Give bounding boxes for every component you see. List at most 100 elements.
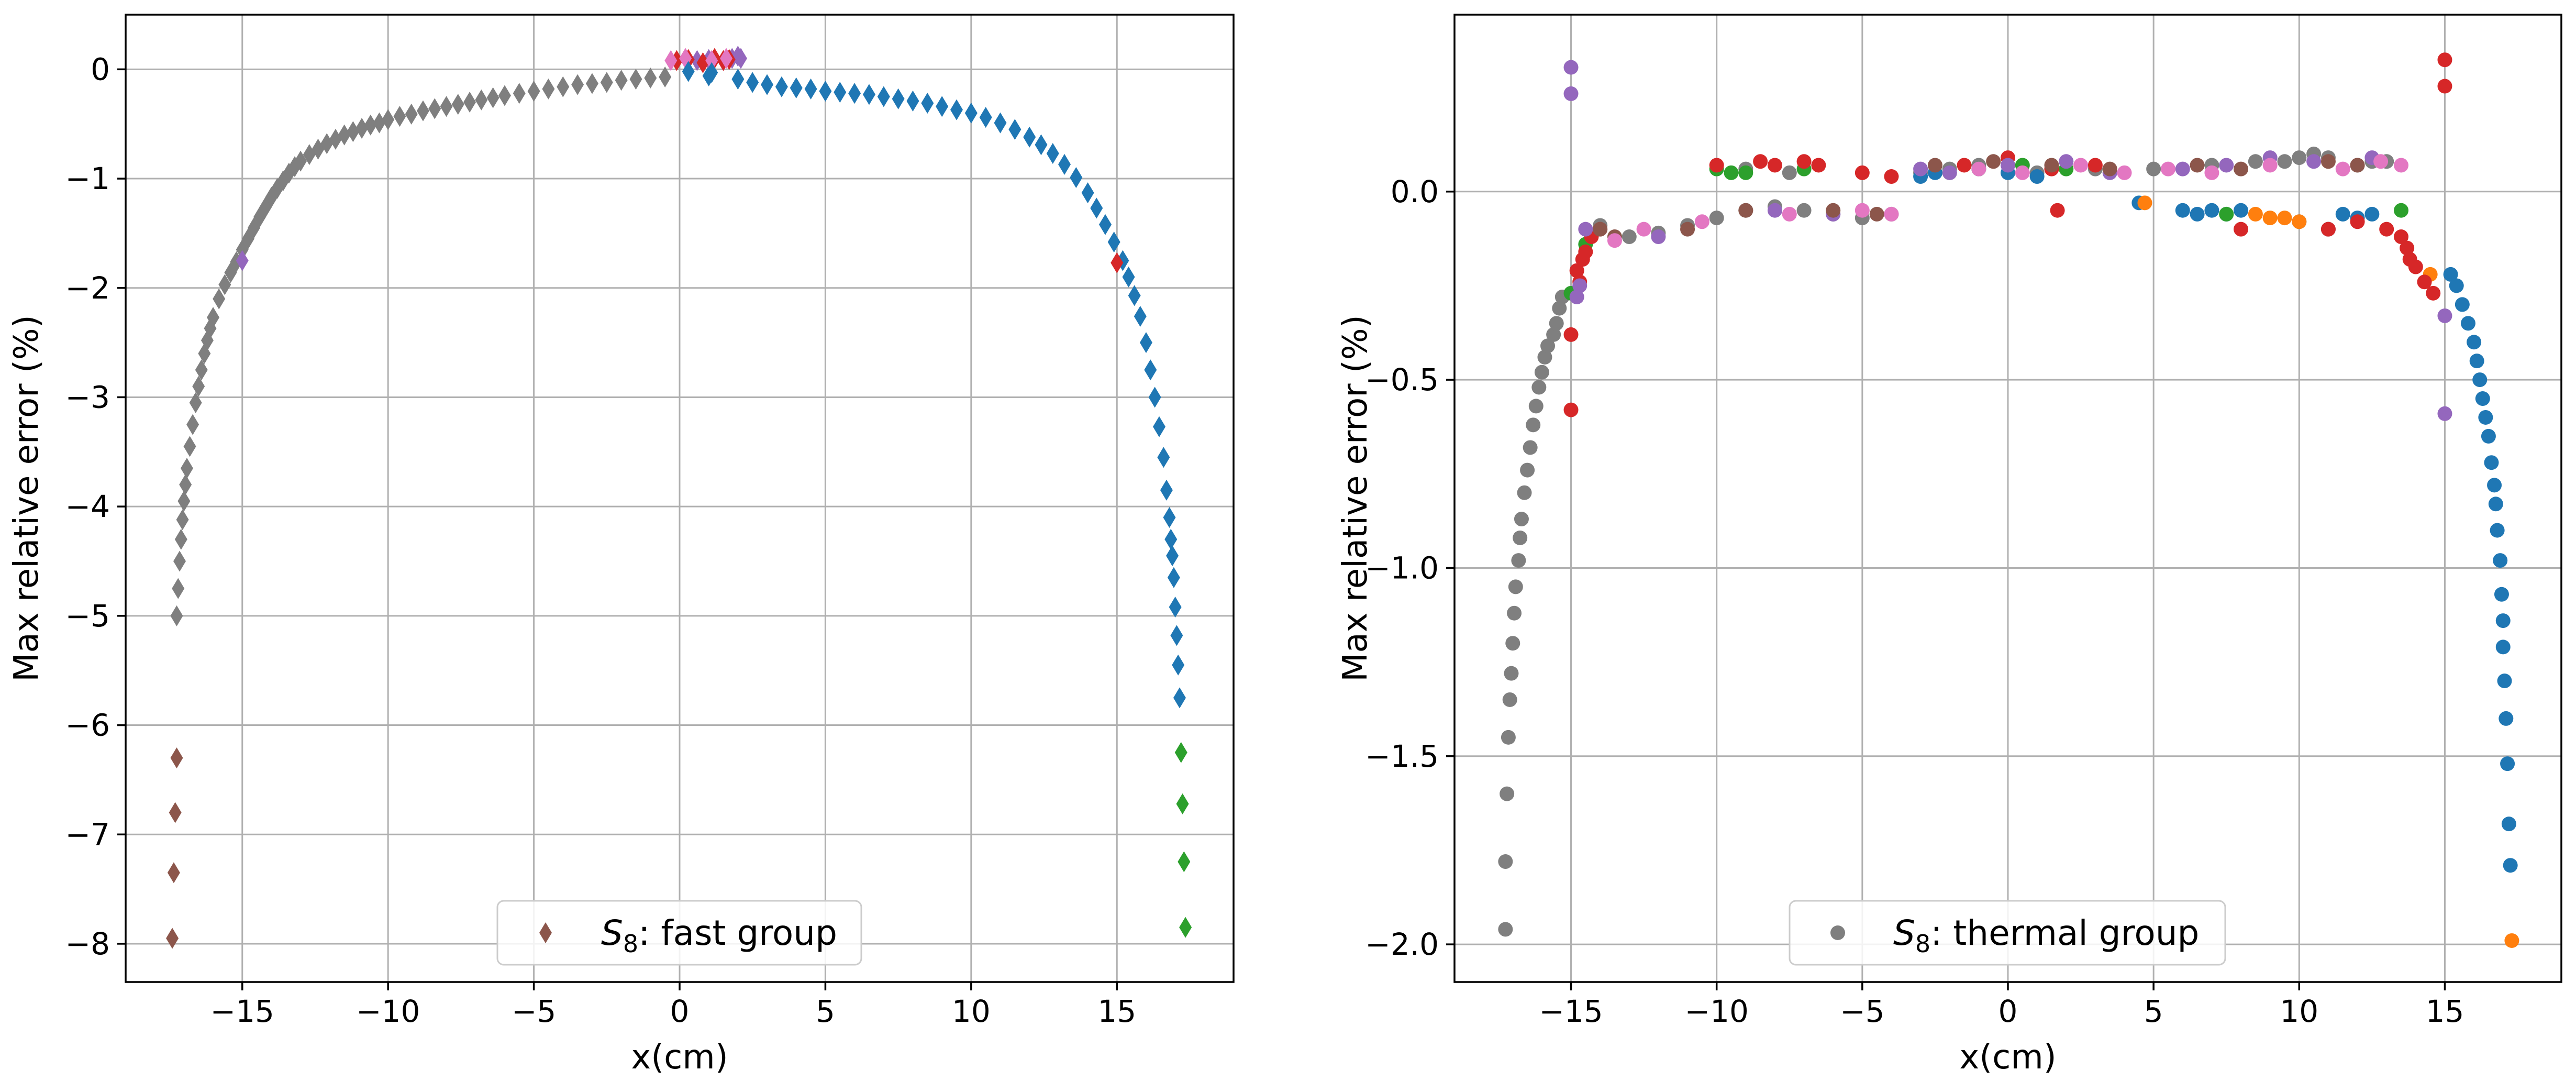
data-point bbox=[936, 96, 949, 117]
y-tick-label: −1.0 bbox=[1365, 550, 1439, 586]
data-point bbox=[1148, 387, 1161, 408]
data-point bbox=[1134, 306, 1147, 327]
data-point bbox=[2481, 428, 2496, 444]
data-point bbox=[167, 862, 180, 884]
data-point bbox=[2472, 372, 2488, 388]
data-point bbox=[1035, 134, 1048, 156]
data-point bbox=[819, 81, 832, 102]
data-point bbox=[2262, 158, 2278, 173]
x-tick-label: 0 bbox=[670, 994, 690, 1029]
data-point bbox=[2493, 553, 2508, 568]
data-point bbox=[877, 86, 890, 107]
data-point bbox=[1098, 214, 1112, 235]
y-tick-label: −4 bbox=[65, 489, 110, 524]
data-point bbox=[1058, 153, 1071, 175]
data-point bbox=[2175, 203, 2190, 218]
data-point bbox=[1578, 244, 1593, 259]
data-point bbox=[1023, 126, 1036, 148]
data-point bbox=[356, 118, 369, 139]
data-point bbox=[2499, 711, 2514, 726]
data-point bbox=[173, 550, 186, 572]
data-point bbox=[1514, 512, 1529, 527]
legend: S8: thermal group bbox=[1789, 900, 2226, 966]
data-point bbox=[2117, 165, 2132, 180]
data-point bbox=[1782, 206, 1797, 222]
data-point bbox=[2487, 478, 2502, 493]
series-blue-near-center bbox=[682, 61, 718, 83]
data-point bbox=[2394, 158, 2409, 173]
y-axis-label: Max relative error (%) bbox=[1336, 315, 1375, 681]
data-point bbox=[1046, 143, 1059, 164]
data-point bbox=[486, 87, 499, 108]
legend-subscript: 8 bbox=[623, 930, 638, 958]
data-point bbox=[804, 78, 817, 100]
data-point bbox=[1070, 167, 1083, 188]
data-point bbox=[664, 50, 678, 71]
data-point bbox=[1855, 203, 1870, 218]
data-point bbox=[2204, 203, 2219, 218]
data-point bbox=[2234, 222, 2249, 237]
y-tick-label: −5 bbox=[65, 598, 110, 634]
data-point bbox=[1505, 636, 1520, 651]
data-point bbox=[428, 98, 441, 119]
data-point bbox=[1572, 278, 1587, 293]
data-point bbox=[2306, 154, 2322, 169]
legend-subscript: 8 bbox=[1915, 930, 1930, 958]
data-point bbox=[1927, 158, 1942, 173]
data-point bbox=[1139, 332, 1152, 354]
data-point bbox=[1081, 182, 1094, 204]
x-tick-label: −15 bbox=[1539, 994, 1603, 1029]
data-point bbox=[527, 81, 540, 102]
data-point bbox=[1563, 327, 1579, 342]
data-point bbox=[2146, 161, 2161, 177]
data-point bbox=[186, 414, 199, 435]
fast-group-chart: −15 −10 −5 0 5 10 15 0 −1 −2 −3 −4 −5 −6 −7 −8 x(cm) Max … bbox=[7, 14, 1235, 1077]
data-point bbox=[347, 121, 360, 142]
data-point bbox=[1502, 692, 1517, 707]
data-point bbox=[1167, 567, 1180, 588]
y-axis-label: Max relative error (%) bbox=[7, 315, 46, 681]
data-point bbox=[1884, 169, 1899, 184]
data-point bbox=[2484, 455, 2499, 470]
data-point bbox=[1144, 359, 1157, 381]
data-point bbox=[2050, 203, 2065, 218]
data-point bbox=[892, 88, 905, 109]
data-point bbox=[2495, 639, 2511, 655]
data-point bbox=[1913, 161, 1928, 177]
data-point bbox=[2292, 214, 2307, 229]
data-point bbox=[2449, 278, 2464, 293]
data-point bbox=[1767, 158, 1782, 173]
data-point bbox=[177, 490, 191, 512]
legend-label: S8: fast group bbox=[601, 913, 837, 958]
data-point bbox=[2443, 267, 2458, 282]
data-point bbox=[195, 359, 208, 381]
data-point bbox=[2160, 161, 2175, 177]
x-tick-label: 10 bbox=[952, 994, 991, 1029]
data-point bbox=[1753, 154, 1768, 169]
data-point bbox=[1563, 60, 1579, 75]
data-point bbox=[1971, 161, 1986, 177]
data-point bbox=[179, 474, 192, 495]
legend-text: : thermal group bbox=[1930, 913, 2199, 953]
data-point bbox=[463, 91, 476, 113]
x-tick-label: 15 bbox=[2426, 994, 2464, 1029]
data-point bbox=[705, 62, 718, 83]
data-point bbox=[2437, 406, 2452, 421]
data-point bbox=[2137, 195, 2152, 211]
data-point bbox=[259, 196, 272, 218]
thermal-group-chart: −15 −10 −5 0 5 10 15 0.0 −0.5 −1.0 −1.5 −2.0 x(cm) Ma… bbox=[1336, 14, 2562, 1077]
data-point bbox=[1537, 349, 1552, 365]
data-point bbox=[183, 436, 196, 457]
data-point bbox=[213, 288, 226, 310]
data-point bbox=[2373, 154, 2389, 169]
data-point bbox=[364, 114, 377, 136]
data-point bbox=[1796, 154, 1812, 169]
data-point bbox=[2234, 203, 2249, 218]
data-point bbox=[2350, 214, 2365, 229]
data-point bbox=[1498, 854, 1513, 869]
data-point bbox=[1511, 553, 1526, 568]
data-point bbox=[571, 74, 584, 95]
legend-box bbox=[1789, 900, 2226, 966]
data-point bbox=[585, 73, 598, 94]
data-point bbox=[1528, 399, 1544, 414]
